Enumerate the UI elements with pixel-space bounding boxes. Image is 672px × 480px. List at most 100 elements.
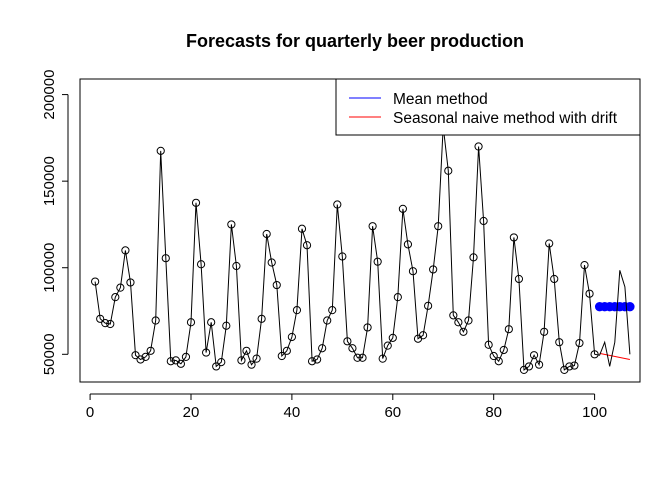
- observed-point: [504, 325, 513, 334]
- observed-point: [287, 332, 296, 342]
- y-axis: 50000 100000 150000 200000: [41, 70, 69, 375]
- observed-point: [222, 321, 231, 330]
- observed-point: [348, 344, 357, 353]
- observed-point: [313, 355, 322, 364]
- observed-point: [464, 316, 473, 325]
- actual-continuation-line: [594, 270, 631, 367]
- observed-point: [217, 357, 226, 367]
- observed-point: [383, 341, 392, 350]
- observed-point: [252, 354, 261, 363]
- observed-point: [575, 338, 584, 348]
- observed-point: [388, 333, 397, 342]
- observed-point: [434, 222, 443, 231]
- observed-point: [257, 314, 266, 323]
- observed-point: [580, 261, 589, 270]
- observed-point: [323, 316, 332, 325]
- observed-point: [302, 241, 312, 250]
- observed-point: [469, 253, 478, 262]
- observed-point: [358, 353, 367, 362]
- observed-point: [545, 239, 554, 248]
- observed-point: [232, 261, 241, 271]
- observed-point: [277, 351, 286, 361]
- observed-point: [247, 360, 256, 369]
- y-tick-label: 50000: [41, 333, 58, 375]
- observed-point: [307, 357, 317, 366]
- legend-label-mean: Mean method: [393, 91, 488, 108]
- observed-point: [424, 301, 433, 310]
- observed-point: [297, 224, 307, 233]
- observed-point: [166, 357, 175, 366]
- legend-box: [335, 78, 641, 136]
- y-tick-label: 100000: [41, 243, 58, 293]
- observed-point: [454, 318, 463, 327]
- x-tick-label: 60: [384, 404, 401, 421]
- observed-point: [550, 274, 559, 284]
- observed-point: [161, 254, 170, 263]
- observed-point: [136, 355, 145, 364]
- observed-point: [212, 362, 221, 371]
- y-tick-label: 200000: [41, 70, 58, 120]
- observed-point: [202, 348, 211, 357]
- observed-point: [156, 146, 165, 155]
- observed-point: [207, 318, 216, 327]
- observed-point: [499, 345, 508, 355]
- observed-point: [555, 338, 564, 347]
- x-tick-label: 20: [183, 404, 200, 421]
- observed-point: [106, 319, 115, 329]
- observed-point: [393, 293, 402, 302]
- observed-point: [353, 353, 362, 362]
- observed-point: [534, 360, 544, 369]
- observed-point: [565, 362, 574, 371]
- x-tick-label: 80: [485, 404, 502, 421]
- observed-point: [237, 356, 246, 365]
- x-tick-label: 100: [582, 404, 607, 421]
- observed-point: [444, 166, 453, 175]
- observed-point: [328, 306, 337, 315]
- observed-point: [338, 252, 347, 261]
- observed-point: [403, 240, 413, 249]
- observed-point: [524, 362, 534, 371]
- observed-point: [585, 289, 594, 298]
- chart-title: Forecasts for quarterly beer production: [186, 31, 524, 51]
- y-tick-label: 150000: [41, 156, 58, 206]
- observed-point: [242, 346, 251, 355]
- observed-point: [91, 277, 100, 286]
- observed-point: [343, 337, 352, 346]
- observed-point: [96, 314, 105, 323]
- observed-point: [514, 274, 524, 284]
- observed-point: [363, 323, 372, 332]
- observed-point: [418, 331, 428, 340]
- observed-point: [509, 233, 518, 242]
- plot-area: [91, 122, 635, 374]
- observed-point: [429, 265, 438, 274]
- observed-point: [570, 361, 579, 370]
- x-axis: 0 20 40 60 80 100: [86, 393, 607, 421]
- observed-point: [186, 318, 196, 327]
- observed-point: [292, 306, 302, 315]
- observed-point: [131, 351, 140, 360]
- observed-point: [101, 319, 110, 328]
- observed-point: [116, 283, 125, 292]
- observed-series-line: [94, 126, 596, 371]
- observed-point: [333, 200, 342, 209]
- observed-point: [126, 278, 135, 287]
- observed-point: [540, 327, 549, 336]
- x-tick-label: 40: [284, 404, 301, 421]
- observed-point: [529, 351, 539, 360]
- observed-point: [227, 220, 236, 229]
- observed-point: [141, 352, 150, 361]
- observed-point: [398, 204, 407, 213]
- observed-point: [282, 346, 291, 355]
- observed-point: [474, 142, 483, 151]
- mean-forecast-point: [625, 301, 635, 312]
- observed-point: [272, 280, 281, 290]
- observed-point: [489, 351, 498, 361]
- legend-label-snaive: Seasonal naive method with drift: [393, 110, 618, 127]
- observed-point: [378, 354, 387, 363]
- observed-point: [181, 352, 191, 361]
- x-tick-label: 0: [86, 404, 94, 421]
- observed-point: [146, 346, 155, 355]
- observed-point: [479, 216, 488, 226]
- observed-point: [494, 357, 503, 366]
